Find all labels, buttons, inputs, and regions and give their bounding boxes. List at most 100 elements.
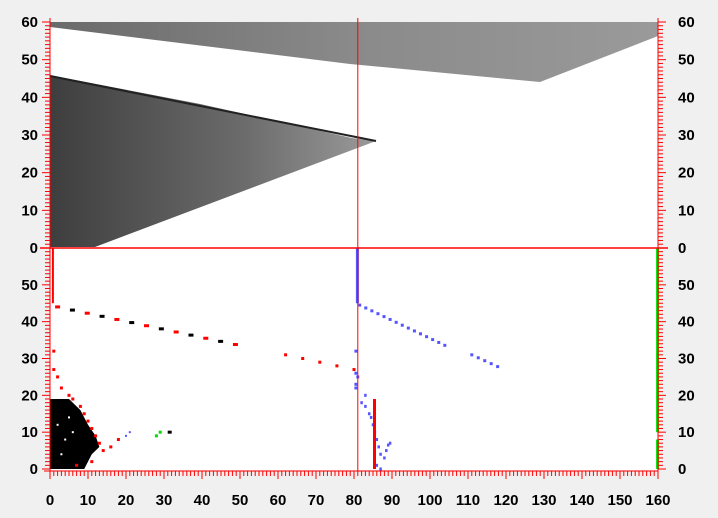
- tick-marks: [42, 21, 666, 479]
- y-tick-label-left: 40: [21, 314, 38, 331]
- scan-point: [385, 449, 388, 453]
- scan-point: [364, 404, 367, 408]
- camera-image: [49, 22, 658, 247]
- scan-point: [203, 336, 209, 340]
- scan-point: [129, 321, 135, 325]
- scan-point: [364, 393, 367, 397]
- scan-point: [232, 343, 238, 347]
- x-tick-label: 160: [645, 492, 670, 509]
- scan-point: [158, 430, 162, 434]
- scan-point: [354, 382, 358, 386]
- scan-point: [67, 393, 71, 397]
- scan-point: [301, 357, 305, 360]
- scan-point: [354, 371, 358, 375]
- scan-point: [94, 434, 98, 438]
- scan-point: [90, 426, 94, 430]
- x-tick-label: 30: [156, 492, 173, 509]
- y-tick-label-left: 50: [21, 52, 38, 69]
- x-tick-label: 40: [194, 492, 211, 509]
- scan-point: [375, 438, 379, 442]
- scan-point: [144, 324, 150, 328]
- y-tick-label-right: 20: [678, 165, 695, 182]
- scan-point: [55, 305, 61, 309]
- scan-point: [218, 339, 224, 343]
- scan-trace: [373, 399, 376, 469]
- scan-point: [476, 356, 480, 360]
- scan-point: [64, 438, 67, 441]
- scan-point: [489, 362, 493, 366]
- scan-point: [82, 412, 86, 416]
- y-tick-label-right: 30: [678, 351, 695, 368]
- scan-point: [60, 453, 63, 456]
- scan-point: [483, 359, 487, 363]
- scan-points-panel[interactable]: [50, 248, 658, 470]
- scan-point: [109, 445, 113, 449]
- scan-point: [354, 386, 358, 390]
- y-tick-label-left: 20: [21, 165, 38, 182]
- scan-point: [56, 375, 60, 379]
- y-tick-label-left: 20: [21, 387, 38, 404]
- x-tick-label: 50: [232, 492, 249, 509]
- scan-point: [78, 404, 82, 408]
- scan-point: [354, 349, 358, 353]
- y-tick-label-left: 0: [30, 240, 38, 257]
- scan-point: [377, 445, 380, 449]
- image-region-top: [50, 22, 658, 82]
- scan-point: [375, 463, 379, 467]
- scan-point: [52, 368, 56, 372]
- scan-point: [318, 360, 322, 364]
- scan-point: [71, 431, 74, 434]
- x-tick-label: 70: [308, 492, 325, 509]
- scan-point: [75, 463, 79, 467]
- x-tick-label: 140: [569, 492, 594, 509]
- x-tick-label: 60: [270, 492, 287, 509]
- scan-point: [382, 315, 386, 319]
- scan-point: [360, 401, 363, 405]
- y-tick-label-left: 10: [21, 202, 38, 219]
- x-tick-label: 90: [384, 492, 401, 509]
- x-tick-label: 0: [46, 492, 54, 509]
- x-tick-label: 110: [456, 492, 480, 509]
- scan-point: [388, 441, 392, 445]
- scan-point: [335, 364, 339, 368]
- y-tick-label-left: 10: [21, 424, 38, 441]
- x-tick-label: 150: [607, 492, 632, 509]
- scan-point: [128, 431, 131, 434]
- scan-trace: [51, 248, 54, 304]
- scan-point: [370, 309, 374, 313]
- scan-point: [386, 443, 390, 447]
- y-tick-label-left: 40: [21, 89, 38, 106]
- y-tick-label-right: 10: [678, 202, 695, 219]
- y-tick-label-left: 30: [21, 351, 38, 368]
- x-tick-label: 10: [80, 492, 97, 509]
- x-tick-label: 120: [493, 492, 518, 509]
- scan-point: [400, 323, 404, 327]
- scan-point: [56, 423, 59, 426]
- scan-point: [158, 327, 164, 331]
- scan-point: [86, 419, 90, 423]
- scan-point: [425, 335, 429, 339]
- scan-point: [97, 441, 101, 445]
- scan-point: [352, 368, 356, 372]
- y-tick-label-right: 0: [678, 461, 686, 478]
- scan-point: [59, 386, 63, 390]
- image-region-left: [50, 75, 376, 247]
- y-tick-label-right: 30: [678, 127, 695, 144]
- scan-point: [68, 416, 70, 419]
- scan-point: [114, 317, 120, 321]
- scan-point: [154, 434, 158, 438]
- x-tick-label: 100: [417, 492, 442, 509]
- scan-point: [394, 320, 398, 324]
- scan-point: [431, 338, 435, 342]
- x-tick-label: 130: [531, 492, 556, 509]
- y-tick-label-left: 60: [21, 14, 38, 31]
- dark-blob: [50, 399, 100, 469]
- scan-point: [284, 353, 288, 357]
- scan-point: [69, 308, 75, 312]
- x-tick-label: 20: [118, 492, 135, 509]
- scan-point: [116, 438, 120, 442]
- scan-point: [367, 412, 371, 416]
- scan-point: [52, 349, 56, 353]
- y-tick-label-left: 30: [21, 127, 38, 144]
